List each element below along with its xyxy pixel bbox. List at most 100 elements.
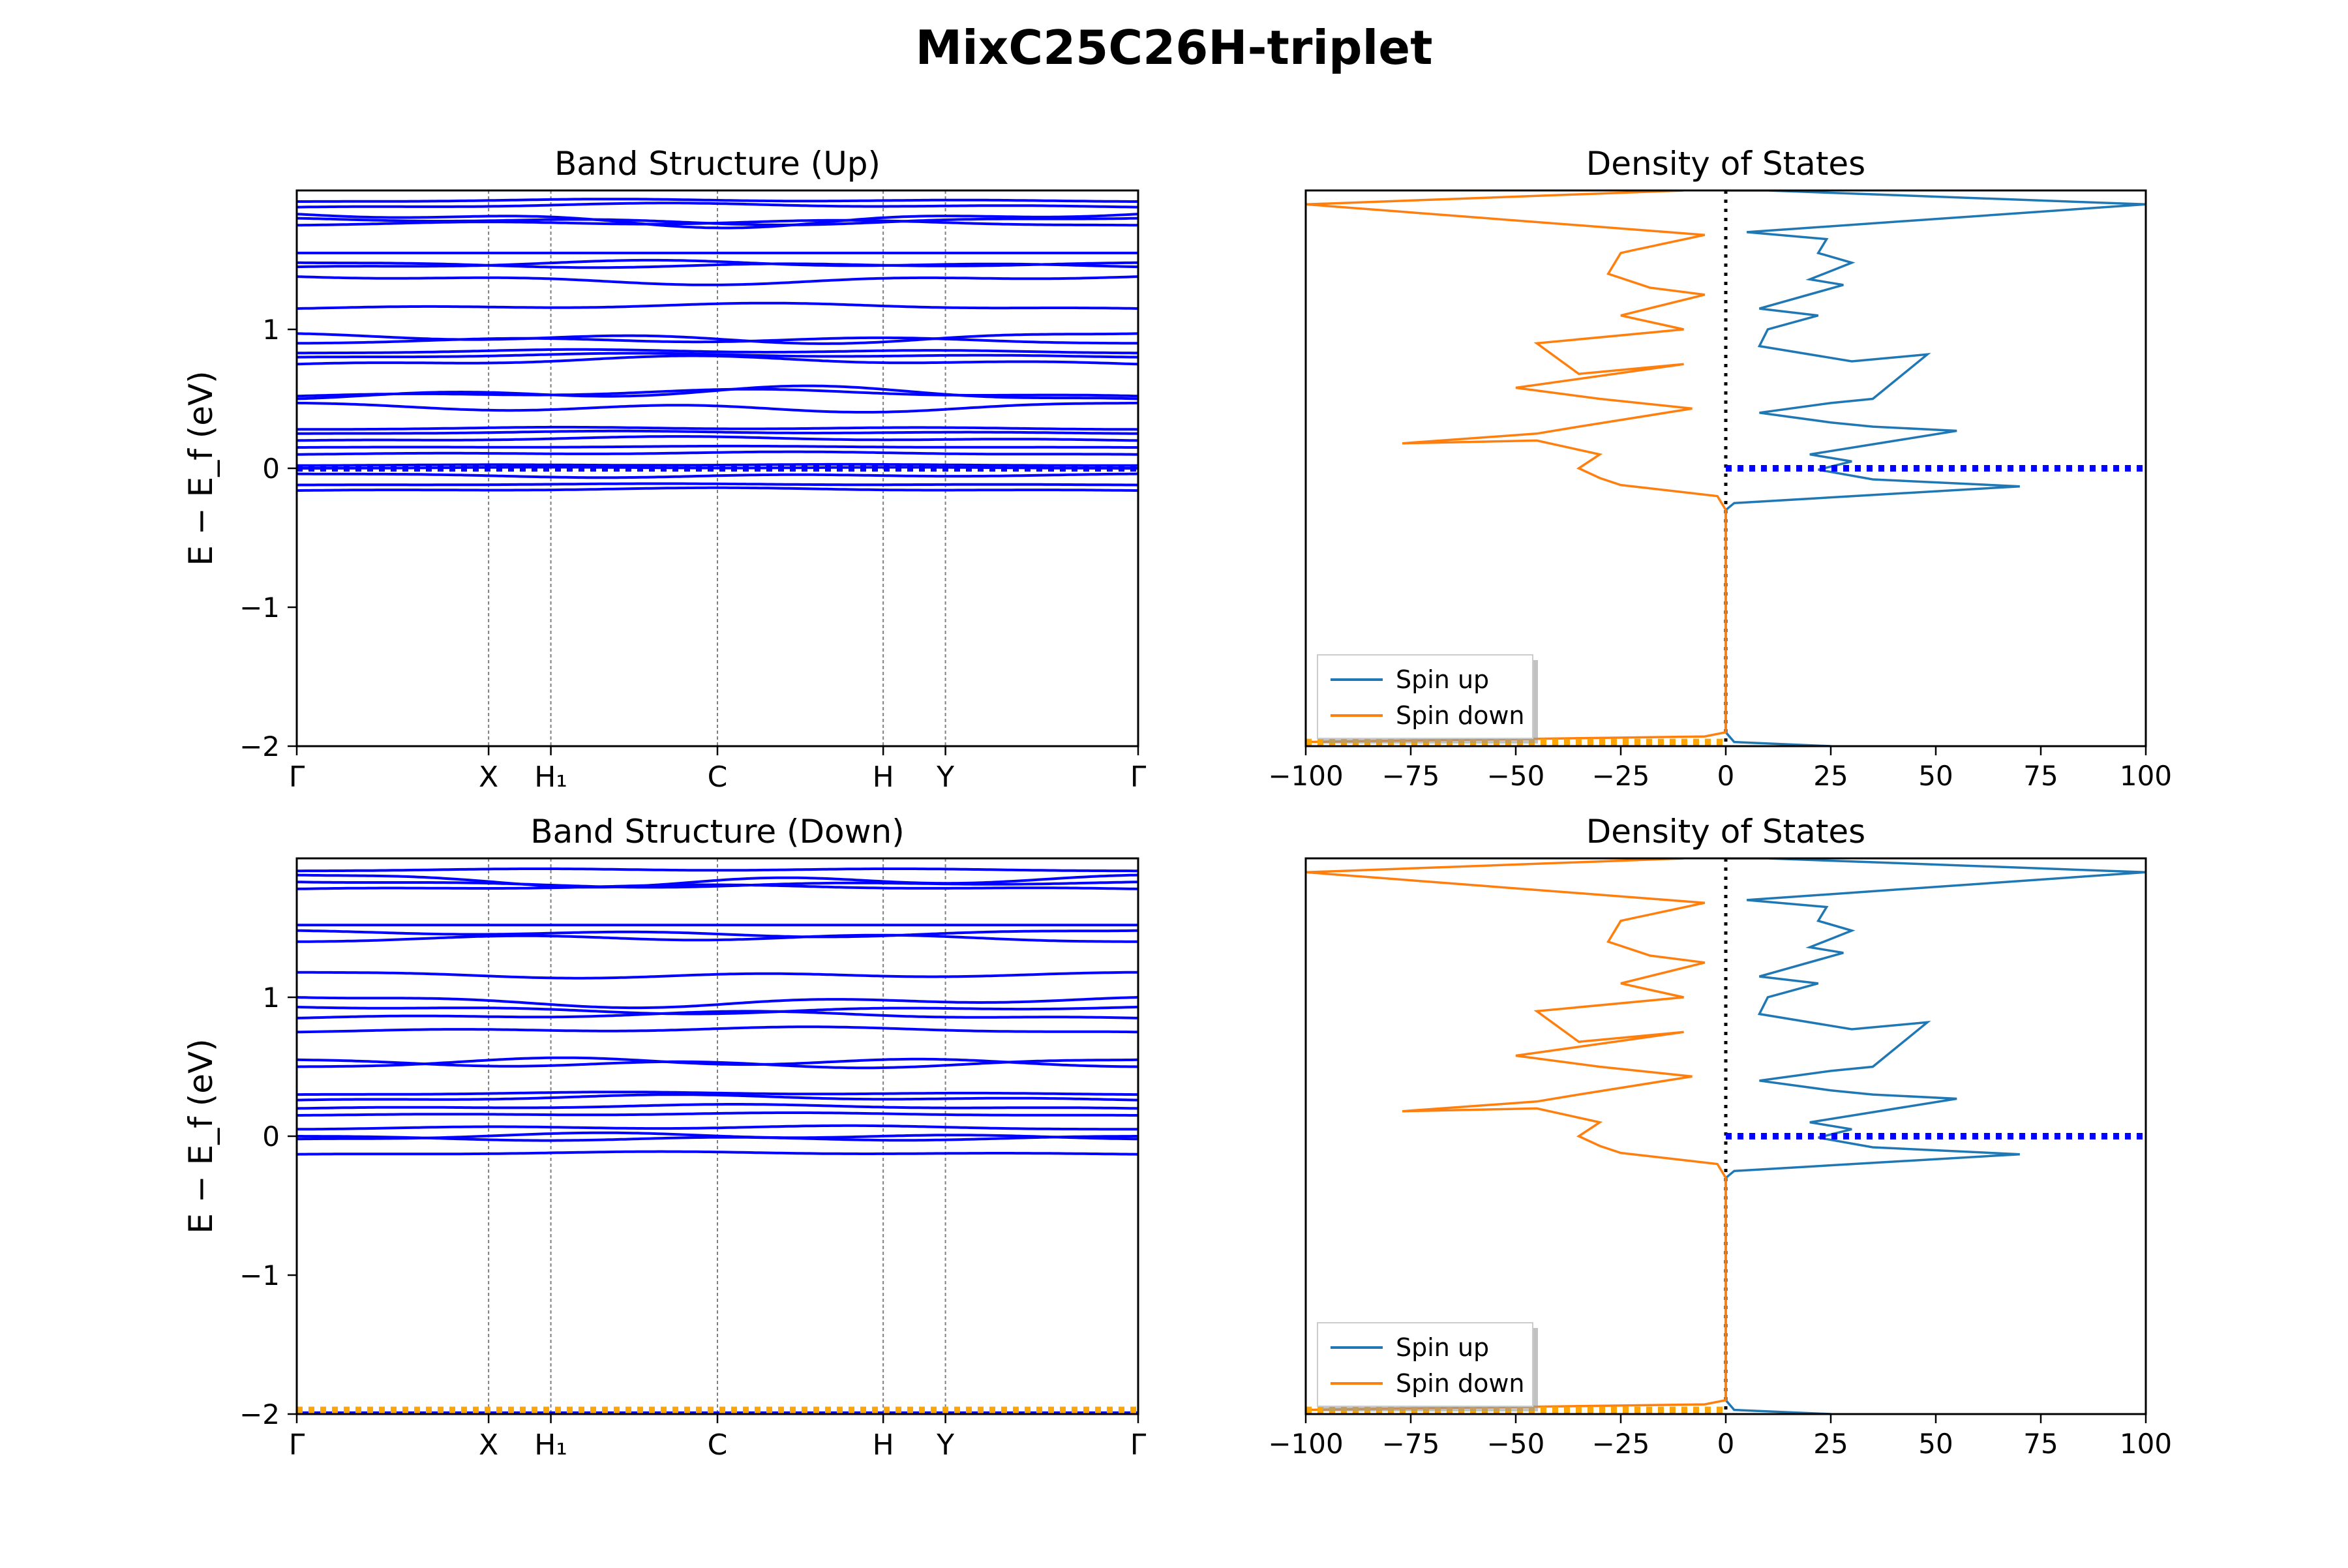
band-line [297,482,1138,487]
band-line [297,258,1138,269]
band-line [297,429,1138,435]
band-line [297,1111,1138,1117]
x-tick-label: Γ [289,761,305,794]
chart-title: Density of States [1586,145,1865,183]
x-tick-label: H₁ [534,761,567,794]
y-axis-label: E − E_f (eV) [182,1038,220,1233]
chart-title: Band Structure (Down) [530,813,904,851]
chart-title: Band Structure (Up) [554,145,880,183]
x-tick-label: 50 [1918,760,1953,792]
x-tick-label: 25 [1813,1428,1848,1460]
legend-entry-label: Spin up [1396,665,1489,694]
figure-title: MixC25C26H-triplet [915,20,1432,75]
band-line [297,472,1138,479]
y-tick-label: 1 [262,314,280,346]
plot-area [1306,858,2146,1414]
x-tick-label: C [708,1428,728,1462]
chart-title: Density of States [1586,813,1865,851]
band-line [297,867,1138,873]
x-tick-label: 0 [1717,760,1735,792]
x-tick-label: Γ [1130,761,1147,794]
axes-frame [1304,857,2147,1415]
x-tick-label: 50 [1918,1428,1953,1460]
y-axis-label: E − E_f (eV) [182,370,220,565]
band-line [297,1135,1138,1142]
y-tick-label: 0 [262,453,280,485]
x-tick-label: Γ [1130,1428,1147,1462]
band-line [297,1124,1138,1131]
x-tick-label: H [873,761,894,794]
band-line [297,1093,1138,1102]
band-line [297,883,1138,890]
x-tick-label: −25 [1592,1428,1650,1460]
chart-dos_down: Density of States −100 −75 −50 −25 0 25 50 75 100… [1268,813,2172,1460]
legend-entry-label: Spin down [1396,1369,1525,1398]
band-line [297,301,1138,310]
band-line [297,996,1138,1010]
band-line [297,1010,1138,1019]
x-tick-label: 75 [2023,1428,2058,1460]
band-line [297,261,1138,269]
band-line [297,1150,1138,1156]
band-line [297,971,1138,980]
band-line [297,933,1138,943]
x-tick-label: X [479,1428,498,1462]
band-line [297,1005,1138,1016]
y-tick-label: 1 [262,982,280,1014]
band-line [297,401,1138,414]
x-tick-label: Y [936,1428,954,1462]
x-tick-label: −100 [1268,1428,1343,1460]
band-line [297,198,1138,203]
y-tick-label: −1 [239,1259,280,1291]
y-tick-label: −1 [239,592,280,624]
legend-box [1317,1322,1533,1407]
series-spin-down-line [1306,858,1727,1411]
band-line [297,873,1138,889]
plot-area [297,858,1138,1414]
band-line [297,354,1138,366]
x-tick-label: C [708,761,728,794]
band-line [297,1058,1138,1070]
band-line [297,929,1138,939]
x-tick-label: X [479,761,498,794]
series-spin-up-line [1724,858,2146,1414]
x-tick-label: −75 [1382,760,1440,792]
plot-area [1306,190,2146,746]
band-line [297,348,1138,355]
series-spin-up-line [1724,190,2146,746]
x-tick-label: 100 [2120,760,2172,792]
x-tick-label: −50 [1487,1428,1545,1460]
band-line [297,202,1138,209]
band-line [297,444,1138,449]
band-line [297,387,1138,398]
band-line [297,1103,1138,1110]
series-spin-down-line [1306,190,1727,744]
plot-area [297,190,1138,746]
band-line [297,352,1138,359]
x-tick-label: H₁ [534,1428,567,1462]
axes-frame [1304,189,2147,747]
band-line [297,332,1138,345]
axes-frame [295,857,1139,1415]
x-tick-label: 75 [2023,760,2058,792]
band-line [297,275,1138,286]
x-tick-label: −75 [1382,1428,1440,1460]
band-line [297,217,1138,226]
band-line [297,881,1138,889]
x-tick-label: 0 [1717,1428,1735,1460]
x-tick-label: 25 [1813,760,1848,792]
y-tick-label: −2 [239,731,280,762]
band-line [297,1091,1138,1096]
band-line [297,1025,1138,1034]
band-line [297,435,1138,442]
band-line [297,462,1138,467]
axes-frame [295,189,1139,747]
chart-band_down: Band Structure (Down) Γ X H₁ C H Y Γ −2 −1 0 1 E − E… [182,813,1147,1462]
band-line [297,466,1138,470]
band-line [297,450,1138,456]
legend-box [1317,654,1533,739]
x-tick-label: Γ [289,1428,305,1462]
band-line [297,486,1138,492]
legend-entry-label: Spin down [1396,701,1525,730]
band-line [297,425,1138,431]
